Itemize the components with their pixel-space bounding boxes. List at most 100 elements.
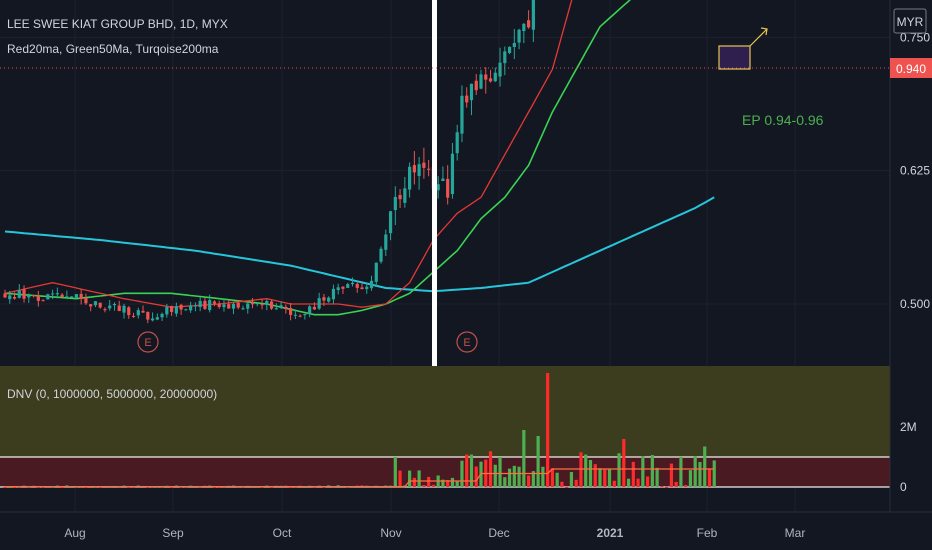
candle — [479, 69, 483, 90]
volume-bar — [84, 486, 88, 488]
candle — [155, 313, 159, 321]
candle — [127, 306, 131, 319]
chart-title: LEE SWEE KIAT GROUP BHD, 1D, MYX — [7, 17, 228, 31]
candle — [303, 313, 307, 320]
volume-bar — [579, 452, 583, 487]
volume-bar — [465, 454, 469, 487]
candle — [398, 189, 402, 208]
volume-bar — [693, 456, 697, 487]
candle — [369, 275, 374, 291]
candle — [298, 314, 302, 318]
candle — [165, 303, 169, 318]
candle — [488, 69, 493, 83]
candle — [36, 290, 40, 307]
candle — [269, 300, 274, 311]
time-axis-ticks: Aug Sep Oct Nov Dec 2021 Feb Mar — [64, 526, 805, 540]
candle — [436, 176, 440, 199]
time-tick: Feb — [697, 526, 718, 540]
time-tick: Dec — [488, 526, 509, 540]
candle — [65, 290, 69, 298]
candle — [408, 162, 412, 198]
candle — [403, 176, 407, 208]
volume-band-high — [0, 366, 890, 457]
candle — [503, 46, 507, 76]
volume-bar — [8, 486, 12, 488]
candle — [250, 298, 255, 309]
candle — [322, 293, 326, 306]
volume-bar — [636, 478, 640, 487]
moving-averages — [4, 0, 715, 316]
volume-bar — [217, 486, 221, 488]
candle — [522, 22, 526, 44]
candle — [484, 67, 488, 94]
candle — [117, 300, 121, 312]
volume-bar — [93, 486, 98, 488]
candle — [122, 303, 126, 319]
volume-bar — [3, 486, 7, 488]
volume-bar — [669, 463, 673, 487]
volume-bar — [607, 469, 612, 487]
volume-indicator-title: DNV (0, 1000000, 5000000, 20000000) — [7, 387, 217, 401]
candle — [517, 28, 521, 50]
candle — [427, 159, 431, 177]
volume-bar — [469, 454, 474, 487]
ma200-line — [4, 196, 715, 293]
candle — [327, 296, 331, 303]
candle — [160, 312, 164, 321]
candle — [265, 299, 269, 311]
volume-bar — [507, 468, 512, 487]
volume-bar — [446, 480, 450, 487]
volume-bar — [460, 460, 464, 487]
volume-bar — [698, 462, 702, 487]
volume-bar — [60, 486, 64, 488]
currency-badge[interactable] — [893, 8, 927, 34]
svg-text:E: E — [463, 337, 470, 349]
candle — [217, 300, 221, 309]
entry-zone-box — [718, 45, 751, 70]
candle — [131, 312, 136, 318]
candle — [108, 299, 112, 311]
candle — [493, 67, 497, 83]
volume-bar — [598, 468, 602, 487]
candle — [336, 283, 340, 295]
candle — [150, 312, 155, 322]
candle — [388, 210, 393, 241]
candle — [374, 262, 378, 287]
candle — [41, 299, 45, 302]
candle — [170, 305, 174, 316]
price-candles — [3, 0, 535, 324]
candle — [55, 287, 59, 299]
volume-bar — [565, 486, 569, 488]
volume-bar — [412, 477, 416, 487]
volume-bar — [622, 439, 626, 487]
candle — [8, 290, 12, 304]
volume-bar — [512, 465, 516, 487]
volume-tick: 0 — [900, 480, 907, 494]
volume-bar — [255, 486, 259, 488]
candle — [31, 294, 36, 298]
volume-bar — [703, 446, 707, 487]
volume-bar — [527, 475, 531, 487]
time-tick: Aug — [64, 526, 85, 540]
volume-bar — [674, 481, 678, 487]
volume-axis-ticks: 0 2M — [900, 420, 917, 494]
time-tick: Oct — [273, 526, 292, 540]
candle — [446, 165, 450, 205]
candle — [174, 302, 178, 317]
candle — [331, 284, 336, 304]
candle — [531, 0, 535, 43]
candle — [236, 300, 240, 310]
price-tick: 0.750 — [900, 30, 930, 44]
candle — [260, 298, 264, 310]
vertical-marker — [432, 0, 437, 366]
volume-bar — [398, 470, 402, 487]
candle — [212, 300, 217, 307]
volume-bar — [550, 468, 554, 487]
candle — [231, 302, 236, 315]
entry-price-annotation: EP 0.94-0.96 — [742, 112, 824, 128]
volume-bar — [393, 457, 397, 487]
candle — [350, 277, 355, 287]
candle — [3, 289, 7, 298]
volume-bar — [646, 476, 650, 487]
currency-label: MYR — [897, 15, 924, 29]
